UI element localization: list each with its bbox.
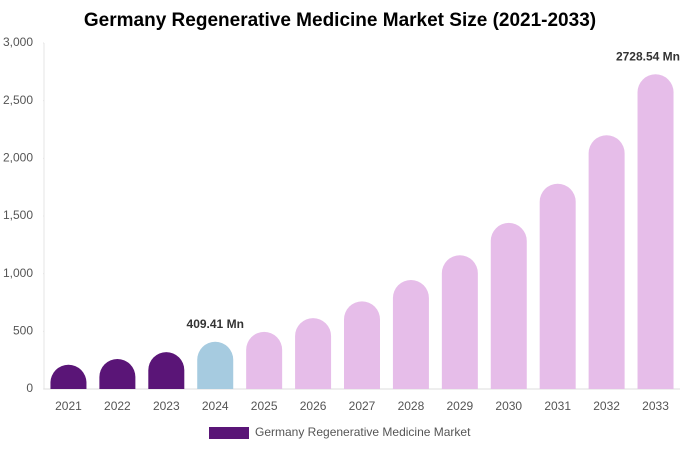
bar [50, 364, 87, 389]
bar [490, 222, 527, 389]
y-tick-label: 0 [26, 381, 33, 395]
bar [246, 331, 283, 389]
x-tick-label: 2025 [251, 399, 278, 413]
bar [539, 183, 576, 389]
bar [295, 318, 332, 389]
x-tick-label: 2021 [55, 399, 82, 413]
x-tick-label: 2032 [593, 399, 620, 413]
x-tick-label: 2030 [495, 399, 522, 413]
x-tick-label: 2023 [153, 399, 180, 413]
y-tick-label: 2,000 [3, 151, 33, 165]
chart-title: Germany Regenerative Medicine Market Siz… [84, 10, 596, 31]
x-tick-label: 2031 [544, 399, 571, 413]
x-tick-label: 2028 [398, 399, 425, 413]
value-label: 2728.54 Mn [616, 49, 680, 63]
bar [392, 280, 429, 389]
bar [148, 352, 185, 389]
x-tick-label: 2026 [300, 399, 327, 413]
y-tick-label: 2,500 [3, 93, 33, 107]
bar [637, 74, 674, 390]
x-tick-label: 2027 [349, 399, 376, 413]
y-tick-label: 500 [13, 324, 33, 338]
x-tick-label: 2033 [642, 399, 669, 413]
y-tick-label: 1,000 [3, 266, 33, 280]
legend-label: Germany Regenerative Medicine Market [255, 425, 471, 439]
x-tick-label: 2024 [202, 399, 229, 413]
bar [441, 255, 478, 389]
bar [344, 301, 380, 389]
y-tick-label: 3,000 [3, 35, 33, 49]
value-label: 409.41 Mn [187, 317, 244, 331]
bar [99, 359, 136, 389]
bar [588, 135, 625, 389]
bar [197, 341, 234, 389]
legend-swatch [209, 427, 249, 439]
x-tick-label: 2029 [446, 399, 473, 413]
y-tick-label: 1,500 [3, 208, 33, 222]
x-tick-label: 2022 [104, 399, 131, 413]
